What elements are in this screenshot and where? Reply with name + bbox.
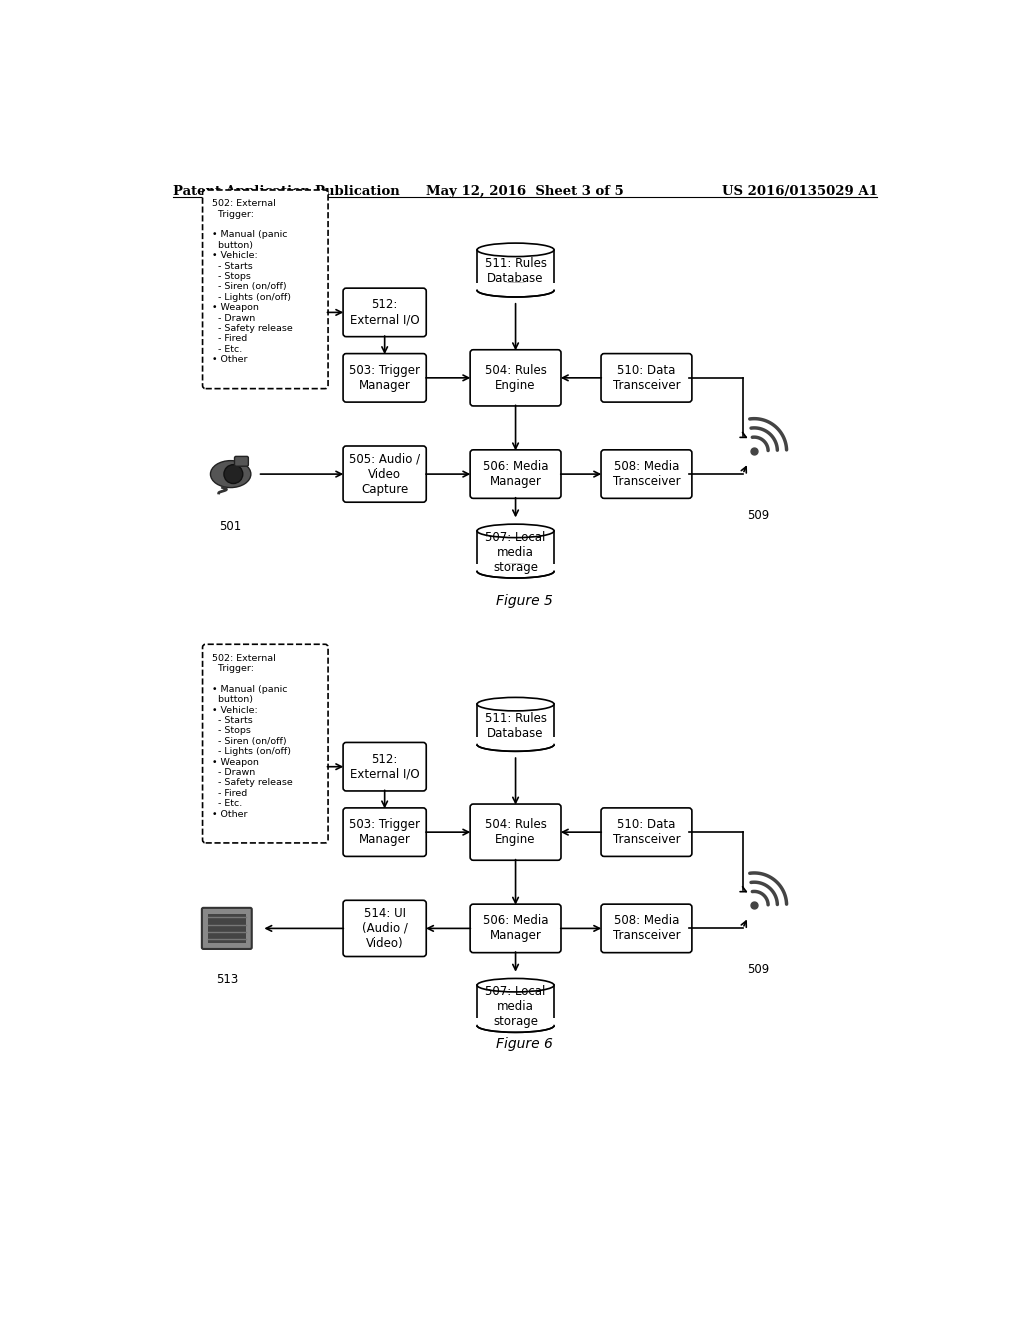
Ellipse shape — [211, 461, 251, 487]
Text: 513: 513 — [216, 973, 238, 986]
Circle shape — [224, 465, 243, 483]
Text: 504: Rules
Engine: 504: Rules Engine — [484, 364, 547, 392]
Text: 508: Media
Transceiver: 508: Media Transceiver — [612, 915, 680, 942]
Ellipse shape — [477, 284, 554, 297]
FancyBboxPatch shape — [343, 742, 426, 791]
Ellipse shape — [477, 243, 554, 256]
Text: 501: 501 — [219, 520, 242, 533]
FancyBboxPatch shape — [601, 808, 692, 857]
Text: 503: Trigger
Manager: 503: Trigger Manager — [349, 818, 420, 846]
Text: 511: Rules
Database: 511: Rules Database — [484, 257, 547, 285]
Text: 502: External
  Trigger:

• Manual (panic
  button)
• Vehicle:
  - Starts
  - St: 502: External Trigger: • Manual (panic b… — [212, 653, 293, 818]
Text: 508: Media
Transceiver: 508: Media Transceiver — [612, 461, 680, 488]
Text: 510: Data
Transceiver: 510: Data Transceiver — [612, 818, 680, 846]
FancyBboxPatch shape — [470, 904, 561, 953]
Text: 510: Data
Transceiver: 510: Data Transceiver — [612, 364, 680, 392]
FancyBboxPatch shape — [343, 354, 426, 403]
Bar — [477, 985, 554, 1026]
Bar — [476, 282, 555, 290]
FancyBboxPatch shape — [601, 904, 692, 953]
Text: 509: 509 — [746, 964, 769, 975]
Bar — [477, 531, 554, 572]
Text: 512:
External I/O: 512: External I/O — [350, 298, 420, 326]
FancyBboxPatch shape — [343, 446, 426, 502]
FancyBboxPatch shape — [470, 450, 561, 499]
FancyBboxPatch shape — [343, 808, 426, 857]
Bar — [477, 704, 554, 744]
FancyBboxPatch shape — [202, 908, 252, 949]
FancyBboxPatch shape — [470, 804, 561, 861]
FancyBboxPatch shape — [343, 288, 426, 337]
Text: 512:
External I/O: 512: External I/O — [350, 752, 420, 780]
FancyBboxPatch shape — [601, 450, 692, 499]
FancyBboxPatch shape — [470, 350, 561, 407]
Text: 511: Rules
Database: 511: Rules Database — [484, 711, 547, 739]
Bar — [476, 1018, 555, 1026]
Text: 506: Media
Manager: 506: Media Manager — [482, 915, 548, 942]
Text: May 12, 2016  Sheet 3 of 5: May 12, 2016 Sheet 3 of 5 — [426, 185, 624, 198]
Text: 507: Local
media
storage: 507: Local media storage — [485, 531, 546, 574]
Ellipse shape — [477, 738, 554, 751]
Ellipse shape — [477, 697, 554, 711]
Text: 502: External
  Trigger:

• Manual (panic
  button)
• Vehicle:
  - Starts
  - St: 502: External Trigger: • Manual (panic b… — [212, 199, 293, 364]
Text: Figure 5: Figure 5 — [497, 594, 553, 609]
Text: 509: 509 — [746, 508, 769, 521]
Text: Figure 6: Figure 6 — [497, 1038, 553, 1051]
FancyBboxPatch shape — [343, 900, 426, 957]
Text: 506: Media
Manager: 506: Media Manager — [482, 461, 548, 488]
Ellipse shape — [477, 565, 554, 578]
FancyBboxPatch shape — [601, 354, 692, 403]
Text: 504: Rules
Engine: 504: Rules Engine — [484, 818, 547, 846]
Ellipse shape — [477, 524, 554, 537]
FancyBboxPatch shape — [234, 457, 249, 466]
Bar — [477, 249, 554, 290]
FancyBboxPatch shape — [203, 644, 328, 843]
Bar — [476, 737, 555, 744]
Ellipse shape — [477, 1019, 554, 1032]
Text: US 2016/0135029 A1: US 2016/0135029 A1 — [722, 185, 878, 198]
Bar — [208, 913, 246, 942]
Text: Patent Application Publication: Patent Application Publication — [173, 185, 399, 198]
FancyBboxPatch shape — [203, 190, 328, 388]
Ellipse shape — [477, 978, 554, 991]
Text: 514: UI
(Audio /
Video): 514: UI (Audio / Video) — [361, 907, 408, 950]
Text: 507: Local
media
storage: 507: Local media storage — [485, 985, 546, 1028]
Text: 505: Audio /
Video
Capture: 505: Audio / Video Capture — [349, 453, 420, 495]
Bar — [476, 564, 555, 572]
Text: 503: Trigger
Manager: 503: Trigger Manager — [349, 364, 420, 392]
